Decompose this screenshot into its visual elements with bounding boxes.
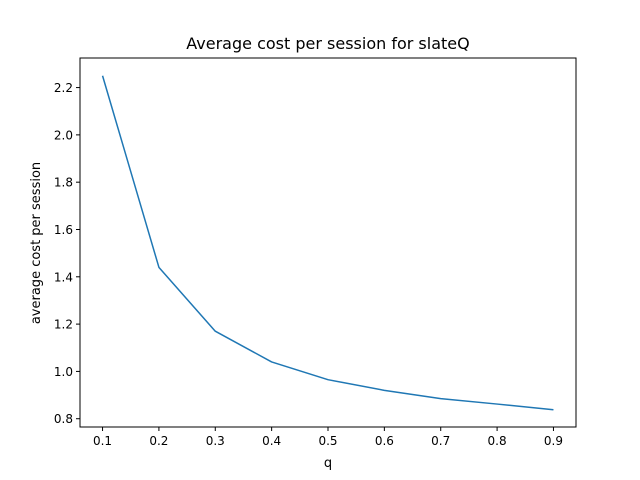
chart-title: Average cost per session for slateQ (186, 34, 469, 53)
y-tick-label: 2.2 (54, 81, 73, 95)
x-axis-ticks: 0.1 0.2 0.3 0.4 0.5 0.6 0.7 0.8 0.9 (93, 427, 563, 448)
x-tick-label: 0.2 (149, 434, 168, 448)
y-axis-label: average cost per session (29, 162, 44, 324)
y-tick-label: 1.2 (54, 318, 73, 332)
x-tick-label: 0.5 (318, 434, 337, 448)
y-tick-label: 2.0 (54, 128, 73, 142)
plot-area (101, 75, 554, 411)
y-tick-label: 1.8 (54, 176, 73, 190)
x-tick-label: 0.6 (375, 434, 394, 448)
axes-frame (79, 57, 577, 428)
y-tick-label: 1.0 (54, 365, 73, 379)
x-tick-label: 0.8 (488, 434, 507, 448)
x-tick-label: 0.4 (262, 434, 281, 448)
y-tick-label: 1.6 (54, 223, 73, 237)
x-tick-label: 0.9 (544, 434, 563, 448)
x-tick-label: 0.7 (431, 434, 450, 448)
x-axis-label: q (324, 456, 332, 471)
y-tick-label: 0.8 (54, 412, 73, 426)
x-tick-label: 0.3 (206, 434, 225, 448)
y-axis-ticks: 0.8 1.0 1.2 1.4 1.6 1.8 2.0 2.2 (54, 81, 80, 426)
x-tick-label: 0.1 (93, 434, 112, 448)
y-tick-label: 1.4 (54, 270, 73, 284)
